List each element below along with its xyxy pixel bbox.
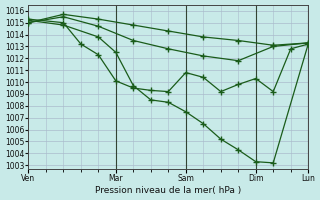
X-axis label: Pression niveau de la mer( hPa ): Pression niveau de la mer( hPa ) — [95, 186, 241, 195]
